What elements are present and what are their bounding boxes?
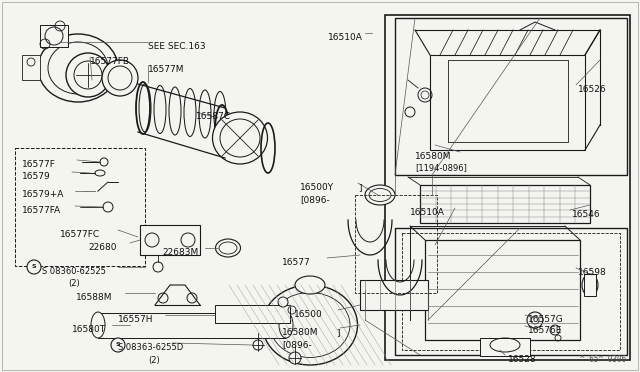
Circle shape [187,293,197,303]
Text: 16557H: 16557H [118,315,154,324]
Bar [15,148,145,266]
Ellipse shape [139,84,151,132]
Text: ]: ] [336,328,339,337]
Text: 16579: 16579 [22,172,51,181]
Text: 16588M: 16588M [76,293,113,302]
Text: 16580T: 16580T [72,325,106,334]
Ellipse shape [184,89,196,137]
Bar [395,18,627,175]
Text: 16577FA: 16577FA [22,206,61,215]
Text: 16579+A: 16579+A [22,190,65,199]
Circle shape [27,260,41,274]
Bar [395,228,627,355]
Circle shape [102,60,138,96]
Text: 16557G: 16557G [528,315,564,324]
Ellipse shape [48,42,108,94]
Ellipse shape [262,285,358,365]
Ellipse shape [279,312,293,338]
Bar [98,313,286,338]
Text: SEE SEC.163: SEE SEC.163 [148,42,205,51]
Bar [40,25,68,47]
Text: (2): (2) [148,356,160,365]
Circle shape [289,352,301,364]
Circle shape [103,202,113,212]
Text: 16580M: 16580M [282,328,319,337]
Text: S: S [116,343,120,347]
Text: 16500Y: 16500Y [300,183,334,192]
Circle shape [158,293,168,303]
Ellipse shape [91,312,105,338]
Text: 16510A: 16510A [328,33,363,42]
Ellipse shape [212,112,268,164]
Ellipse shape [214,92,226,140]
Bar [480,338,530,356]
Ellipse shape [38,34,118,102]
Text: [0896-: [0896- [300,195,330,204]
Text: ^ 65^ 0306: ^ 65^ 0306 [580,355,627,364]
Ellipse shape [199,90,211,138]
Bar [355,195,437,293]
Text: 16546: 16546 [572,210,600,219]
Circle shape [278,297,288,307]
Circle shape [253,340,263,350]
Bar [140,225,200,255]
Circle shape [527,312,543,328]
Ellipse shape [154,86,166,134]
Text: 16510A: 16510A [410,208,445,217]
Circle shape [45,27,63,45]
Text: 22680: 22680 [88,243,116,252]
Ellipse shape [216,239,241,257]
Text: S: S [32,264,36,269]
Bar [430,55,585,150]
Bar [22,55,40,80]
Text: 16598: 16598 [578,268,607,277]
Bar [425,240,580,340]
Text: [1194-0896]: [1194-0896] [415,163,467,172]
Text: 16526: 16526 [578,85,607,94]
Bar [420,185,590,223]
Text: S 08363-6255D: S 08363-6255D [118,343,183,352]
Circle shape [181,233,195,247]
Bar [448,60,568,142]
Circle shape [66,53,110,97]
Text: 16500: 16500 [294,310,323,319]
Text: 16577FC: 16577FC [60,230,100,239]
Text: 16577M: 16577M [148,65,184,74]
Text: (2): (2) [68,279,80,288]
Bar [215,305,290,323]
Text: 16580M: 16580M [415,152,451,161]
Text: 16587C: 16587C [196,112,231,121]
Circle shape [111,338,125,352]
Text: 16577F: 16577F [22,160,56,169]
Bar [385,15,630,360]
Circle shape [153,262,163,272]
Text: 16577: 16577 [282,258,311,267]
Text: 16576E: 16576E [528,326,563,335]
Bar [584,274,596,296]
Text: 16577FB: 16577FB [90,57,130,66]
Text: [0896-: [0896- [282,340,312,349]
Ellipse shape [365,185,395,205]
Bar [360,280,428,310]
Ellipse shape [295,276,325,294]
Ellipse shape [169,87,181,135]
Text: 22683M: 22683M [162,248,198,257]
Ellipse shape [582,274,598,296]
Text: S 08360-62525: S 08360-62525 [42,267,106,276]
Bar [402,233,620,350]
Circle shape [145,233,159,247]
Text: 16528: 16528 [508,355,536,364]
Circle shape [100,158,108,166]
Text: ]: ] [358,183,362,192]
